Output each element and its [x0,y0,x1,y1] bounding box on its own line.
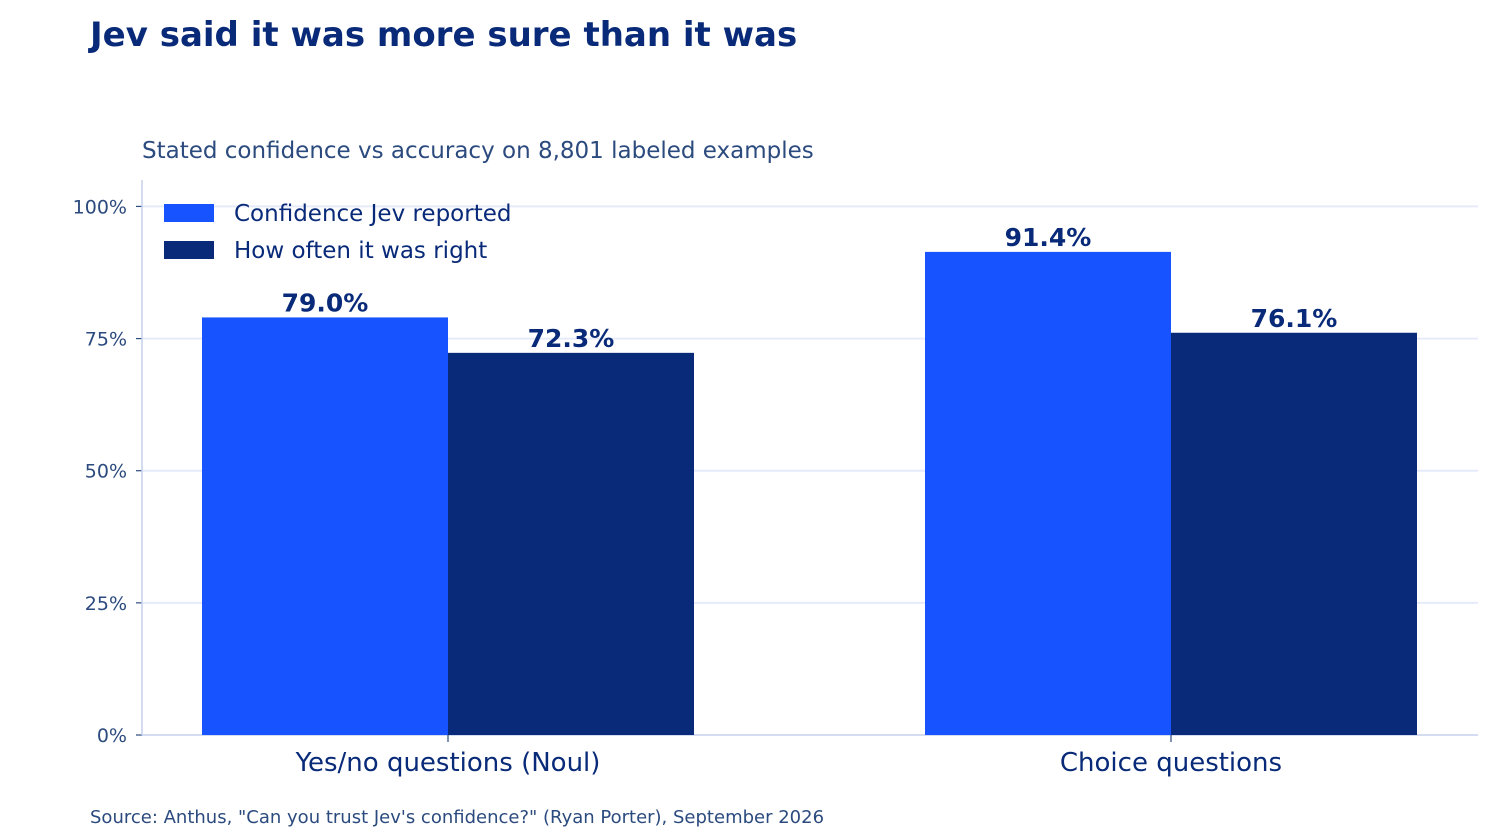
data-labels: 79.0% 72.3% 91.4% 76.1% [282,223,1338,353]
legend-swatch [164,204,214,222]
legend-label: How often it was right [234,238,487,264]
legend-swatch [164,241,214,259]
data-label: 79.0% [282,288,369,317]
axes: 0% 25% 50% 75% 100% Yes/no questions (Noul) Ch… [73,180,1478,778]
legend-label: Confidence Jev reported [234,201,511,227]
y-tick-label: 0% [97,725,127,747]
x-tick-label: Yes/no questions (Noul) [295,748,601,778]
y-tick-label: 50% [85,461,127,483]
bar [202,317,448,735]
legend: Confidence Jev reported How often it was … [164,201,511,264]
data-label: 76.1% [1251,304,1338,333]
bar [925,251,1171,735]
bars [202,251,1417,735]
bar [448,352,694,735]
chart-subtitle: Stated confidence vs accuracy on 8,801 l… [142,138,814,164]
bar [1171,332,1417,735]
x-tick-label: Choice questions [1060,748,1282,778]
chart-title: Jev said it was more sure than it was [88,15,797,55]
source-note: Source: Anthus, "Can you trust Jev's con… [90,807,824,828]
data-label: 91.4% [1005,223,1092,252]
y-tick-label: 25% [85,593,127,615]
y-tick-label: 75% [85,329,127,351]
data-label: 72.3% [528,324,615,353]
y-tick-label: 100% [73,196,127,218]
